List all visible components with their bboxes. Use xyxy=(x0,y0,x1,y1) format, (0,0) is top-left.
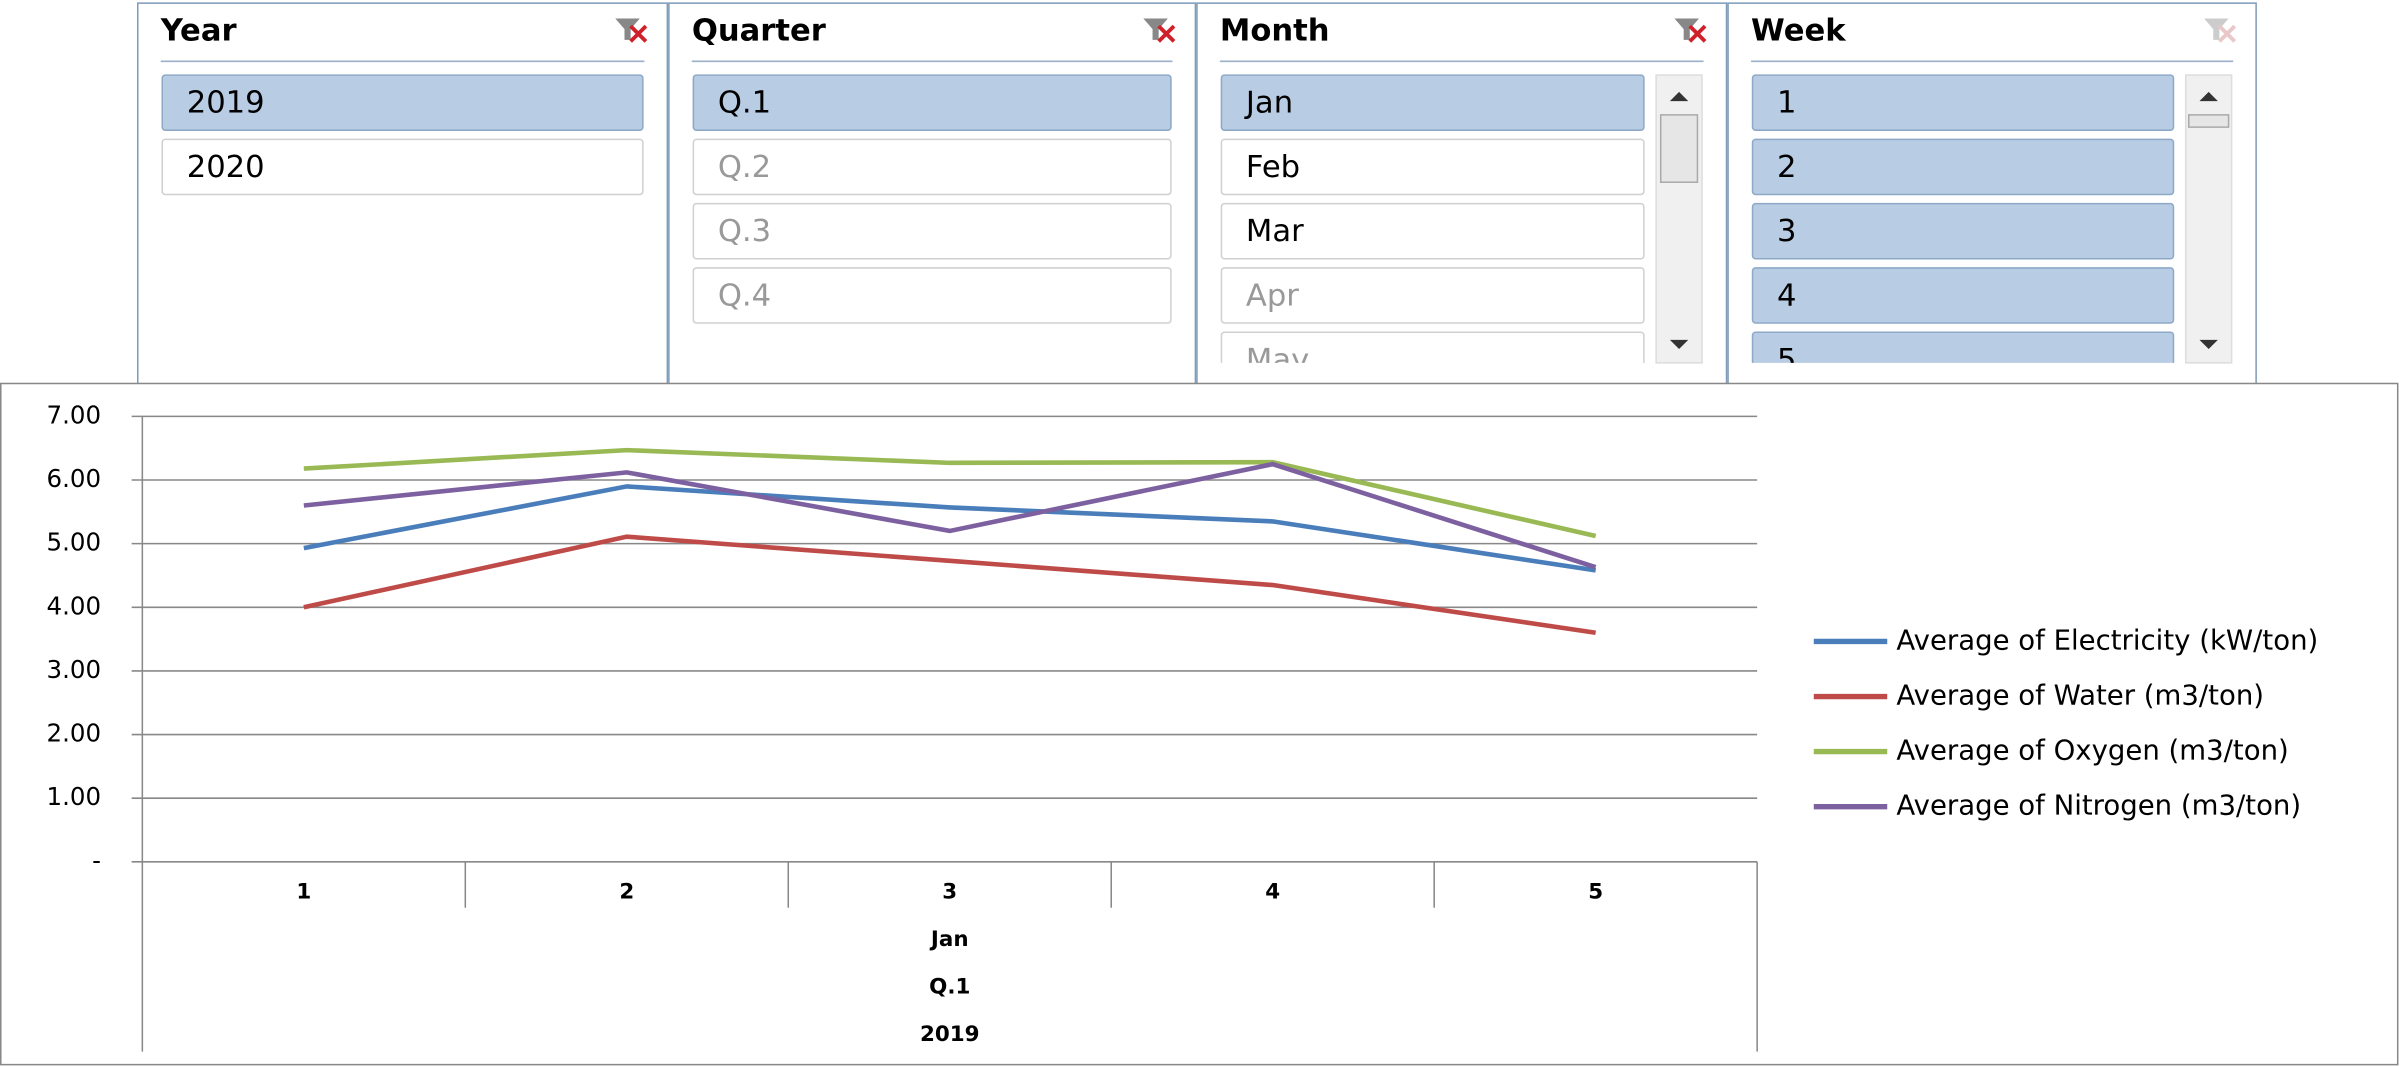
y-tick-label: 5.00 xyxy=(47,528,101,557)
item-label: Q.2 xyxy=(718,150,771,185)
x-tick-label: 1 xyxy=(296,879,311,904)
item-label: Apr xyxy=(1246,279,1299,314)
y-tick-label: 4.00 xyxy=(47,591,101,620)
slicer-item[interactable]: Q.3 xyxy=(692,202,1172,260)
legend-label: Average of Water (m3/ton) xyxy=(1896,680,2264,712)
clear-filter-button[interactable] xyxy=(1674,18,1707,43)
item-label: 2020 xyxy=(187,150,265,185)
item-label: 2 xyxy=(1777,150,1796,185)
x-group-label: 2019 xyxy=(920,1022,980,1047)
slicer-item[interactable]: May xyxy=(1220,331,1645,387)
clear-filter-button[interactable] xyxy=(1143,18,1176,43)
slicer-title: Quarter xyxy=(692,14,826,49)
clear-x xyxy=(629,24,648,43)
slicer-item[interactable]: 4 xyxy=(1751,267,2175,324)
clear-x xyxy=(1688,24,1707,43)
item-box xyxy=(1751,138,2175,196)
item-box xyxy=(692,267,1172,324)
slicer-item[interactable]: Q.2 xyxy=(692,138,1172,196)
item-box xyxy=(1751,331,2175,363)
clear-filter-button[interactable] xyxy=(2204,18,2237,43)
clear-x xyxy=(2218,24,2237,43)
x-tick-label: 3 xyxy=(942,879,957,904)
chart-frame xyxy=(0,382,2399,1066)
y-tick-label: 2.00 xyxy=(47,719,101,748)
series-line xyxy=(303,484,1597,573)
slicer-item[interactable]: Jan xyxy=(1220,74,1645,131)
series-line xyxy=(303,461,1597,570)
item-label: 2019 xyxy=(187,86,265,121)
slicer-title: Week xyxy=(1751,14,1846,49)
filter-icon xyxy=(615,18,640,40)
slicer-item[interactable]: Q.4 xyxy=(692,267,1172,324)
slicer-items: Jan Feb Mar Apr May xyxy=(1220,74,1645,387)
item-box xyxy=(1220,202,1645,260)
item-box xyxy=(1751,202,2175,260)
item-label: Q.3 xyxy=(718,214,771,249)
legend-label: Average of Electricity (kW/ton) xyxy=(1896,624,2318,656)
slicer-items: 2019 2020 xyxy=(161,74,644,196)
x-tick-label: 5 xyxy=(1588,879,1603,904)
item-box xyxy=(1220,74,1645,131)
slicer-item[interactable]: Q.1 xyxy=(692,74,1172,131)
y-tick-label: - xyxy=(92,846,101,875)
item-label: 3 xyxy=(1777,214,1796,249)
slicer-title: Year xyxy=(160,14,237,49)
x-tick-label: 2 xyxy=(619,879,634,904)
slicer-items: 1 2 3 4 5 xyxy=(1751,74,2175,387)
slicer-frame xyxy=(136,2,669,402)
slicer-frame xyxy=(668,2,1197,402)
item-box xyxy=(692,202,1172,260)
item-box xyxy=(161,138,644,196)
x-group-label: Jan xyxy=(929,927,969,952)
slicer-item[interactable]: Apr xyxy=(1220,267,1645,324)
legend-label: Average of Oxygen (m3/ton) xyxy=(1896,735,2288,767)
item-box xyxy=(1751,267,2175,324)
clear-x xyxy=(1157,24,1176,43)
item-box xyxy=(1220,138,1645,196)
item-box xyxy=(692,74,1172,131)
slicer-item[interactable]: 2019 xyxy=(161,74,644,131)
slicer-item[interactable]: 2 xyxy=(1751,138,2175,196)
slicer-item[interactable]: 5 xyxy=(1751,331,2175,387)
item-label: 4 xyxy=(1777,279,1796,314)
x-tick-label: 4 xyxy=(1265,879,1280,904)
slicer-item[interactable]: 1 xyxy=(1751,74,2175,131)
item-box xyxy=(161,74,644,131)
scrollbar[interactable] xyxy=(1655,74,1703,364)
y-tick-label: 3.00 xyxy=(47,655,101,684)
item-label: 5 xyxy=(1777,343,1796,378)
item-box xyxy=(1220,331,1645,363)
slicer-item[interactable]: Mar xyxy=(1220,202,1645,260)
filter-icon xyxy=(1674,18,1699,40)
series-line xyxy=(303,534,1596,636)
item-label: Mar xyxy=(1246,214,1304,249)
item-label: Q.4 xyxy=(718,279,771,314)
y-tick-label: 1.00 xyxy=(47,782,101,811)
item-label: Jan xyxy=(1244,86,1293,121)
item-label: 1 xyxy=(1777,86,1796,121)
slicer-item[interactable]: Feb xyxy=(1220,138,1645,196)
filter-icon xyxy=(2204,18,2229,40)
item-box xyxy=(1751,74,2175,131)
slicer-title: Month xyxy=(1220,14,1330,49)
y-tick-label: 7.00 xyxy=(47,400,101,429)
slicer-items: Q.1 Q.2 Q.3 Q.4 xyxy=(692,74,1172,324)
slicer-item[interactable]: 3 xyxy=(1751,202,2175,260)
item-box xyxy=(692,138,1172,196)
y-tick-label: 6.00 xyxy=(47,464,101,493)
scrollbar[interactable] xyxy=(2184,74,2233,364)
item-label: Q.1 xyxy=(718,86,771,121)
legend-label: Average of Nitrogen (m3/ton) xyxy=(1896,790,2301,822)
filter-icon xyxy=(1143,18,1168,40)
series-line xyxy=(303,447,1597,539)
clear-filter-button[interactable] xyxy=(615,18,648,43)
item-label: Feb xyxy=(1246,150,1300,185)
item-label: May xyxy=(1246,343,1309,378)
slicer-item[interactable]: 2020 xyxy=(161,138,644,196)
item-box xyxy=(1220,267,1645,324)
x-group-label: Q.1 xyxy=(929,974,970,999)
